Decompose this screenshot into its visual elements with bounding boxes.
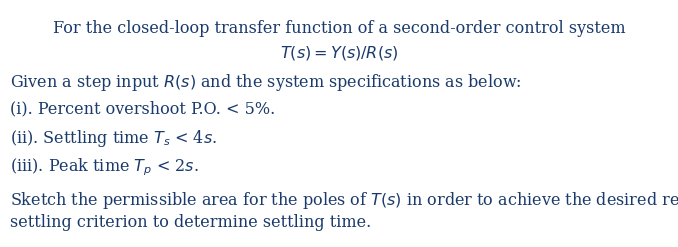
Text: Sketch the permissible area for the poles of $T(s)$ in order to achieve the desi: Sketch the permissible area for the pole…	[10, 190, 678, 211]
Text: settling criterion to determine settling time.: settling criterion to determine settling…	[10, 214, 372, 231]
Text: (iii). Peak time $T_p$ < 2$s$.: (iii). Peak time $T_p$ < 2$s$.	[10, 156, 199, 178]
Text: Given a step input $R(s)$ and the system specifications as below:: Given a step input $R(s)$ and the system…	[10, 72, 521, 93]
Text: (ii). Settling time $T_s$ < 4$s$.: (ii). Settling time $T_s$ < 4$s$.	[10, 128, 217, 149]
Text: $T(s) = Y(s)/R(s)$: $T(s) = Y(s)/R(s)$	[280, 44, 398, 62]
Text: For the closed-loop transfer function of a second-order control system: For the closed-loop transfer function of…	[53, 20, 625, 37]
Text: (i). Percent overshoot P.O. < 5%.: (i). Percent overshoot P.O. < 5%.	[10, 100, 275, 117]
